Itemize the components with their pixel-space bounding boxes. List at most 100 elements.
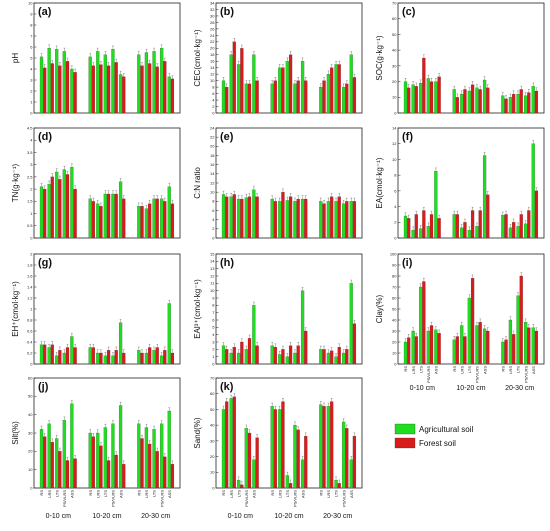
forest-bar [352, 201, 357, 239]
y-tick-label: 10 [28, 467, 33, 472]
y-tick-label: 1.6 [27, 273, 33, 278]
y-tick-label: 0.8 [27, 317, 33, 322]
forest-bar [148, 203, 152, 239]
forest-bar [247, 432, 252, 489]
agricultural-bar [319, 201, 323, 239]
agricultural-bar [229, 398, 233, 489]
agricultural-bar [270, 345, 274, 365]
agricultural-bar [62, 169, 66, 239]
agricultural-bar [349, 54, 353, 114]
forest-bar [58, 179, 62, 239]
forest-bar [330, 67, 334, 114]
agricultural-bar [531, 327, 535, 365]
agricultural-bar [319, 349, 323, 365]
y-tick-label: 0 [30, 235, 33, 240]
forest-bar [414, 86, 418, 114]
forest-bar [296, 429, 300, 489]
agricultural-bar [334, 480, 338, 489]
forest-bar [429, 214, 434, 239]
y-tick-label: 12 [210, 180, 215, 185]
forest-bar [122, 76, 126, 114]
x-category-label: RS [452, 366, 457, 372]
agricultural-bar [411, 230, 415, 239]
y-tick-label: 4 [30, 66, 33, 71]
agricultural-bar [270, 83, 274, 114]
agricultural-bar [467, 230, 471, 239]
agricultural-bar [88, 432, 92, 489]
agricultural-bar [221, 194, 226, 239]
agricultural-bar [137, 206, 141, 239]
x-category-label: LRS [277, 490, 282, 498]
y-tick-label: 30 [392, 328, 397, 333]
agricultural-bar [516, 295, 520, 365]
y-tick-label: 2 [30, 251, 33, 256]
agricultural-bar [285, 200, 289, 239]
y-axis-label: EH⁺(cmol·kg⁻¹) [11, 281, 20, 337]
forest-bar [463, 336, 467, 365]
agricultural-bar [47, 423, 51, 489]
y-tick-label: 20 [210, 454, 215, 459]
agricultural-bar [326, 201, 331, 239]
panel-6: 0 0.2 0.4 0.6 0.8 1 1.2 1.4 1.6 1.8 2 EH⁺(cmol·kg⁻¹… [11, 251, 181, 366]
agricultural-bar [252, 54, 256, 114]
x-category-label: LTS [54, 490, 59, 497]
y-tick-label: 0 [212, 361, 215, 366]
y-tick-label: 22 [210, 135, 215, 140]
forest-bar [463, 89, 467, 114]
forest-bar [455, 336, 459, 365]
y-tick-label: 24 [210, 33, 215, 38]
y-tick-label: 6 [212, 91, 215, 96]
y-tick-label: 1.5 [27, 199, 33, 204]
agricultural-bar [137, 54, 141, 114]
forest-bar [232, 194, 236, 239]
agricultural-bar [137, 350, 141, 365]
agricultural-bar [467, 90, 471, 114]
agricultural-bar [434, 81, 438, 114]
y-tick-label: 12 [210, 72, 215, 77]
x-category-label: ASS [300, 490, 305, 498]
agricultural-bar [334, 201, 338, 239]
y-tick-label: 8 [30, 22, 33, 27]
forest-bar [478, 322, 482, 365]
agricultural-bar [349, 459, 353, 489]
agricultural-bar [467, 297, 471, 365]
forest-bar [140, 438, 144, 489]
agricultural-bar [285, 61, 289, 114]
forest-bar [43, 344, 47, 365]
y-tick-label: 30 [210, 438, 215, 443]
forest-bar [519, 89, 523, 114]
y-tick-label: 0 [212, 110, 215, 115]
legend-swatch-forest [394, 437, 416, 449]
agricultural-bar [111, 355, 115, 365]
agricultural-bar [270, 406, 274, 489]
y-tick-label: 4.5 [27, 125, 33, 130]
forest-bar [225, 401, 229, 489]
agricultural-bar [319, 404, 323, 489]
x-category-label: LRS [144, 490, 149, 498]
agricultural-bar [55, 438, 59, 489]
x-category-label: PS/VLRS [523, 366, 528, 383]
forest-bar [255, 196, 259, 239]
forest-bar [534, 190, 539, 239]
panel-label: (f) [402, 131, 413, 143]
forest-bar [504, 98, 508, 114]
agricultural-bar [278, 354, 282, 365]
y-tick-label: 9 [212, 295, 215, 300]
y-tick-label: 40 [28, 412, 33, 417]
depth-label: 20-30 cm [505, 385, 534, 392]
agricultural-bar [460, 325, 464, 365]
y-tick-label: 9 [30, 11, 33, 16]
y-tick-label: 5 [212, 325, 215, 330]
y-tick-label: 4 [212, 97, 215, 102]
forest-bar [73, 347, 77, 365]
forest-bar [91, 65, 95, 114]
depth-label: 10-20 cm [274, 513, 303, 520]
agricultural-bar [144, 208, 149, 239]
y-axis-label: EA(cmol·kg⁻¹) [375, 157, 384, 208]
forest-bar [478, 210, 482, 239]
agricultural-bar [47, 47, 51, 114]
forest-bar [148, 347, 152, 365]
x-category-label: PS/VLRS [475, 366, 480, 383]
x-category-label: ASS [167, 490, 172, 498]
y-tick-label: 2 [212, 226, 215, 231]
